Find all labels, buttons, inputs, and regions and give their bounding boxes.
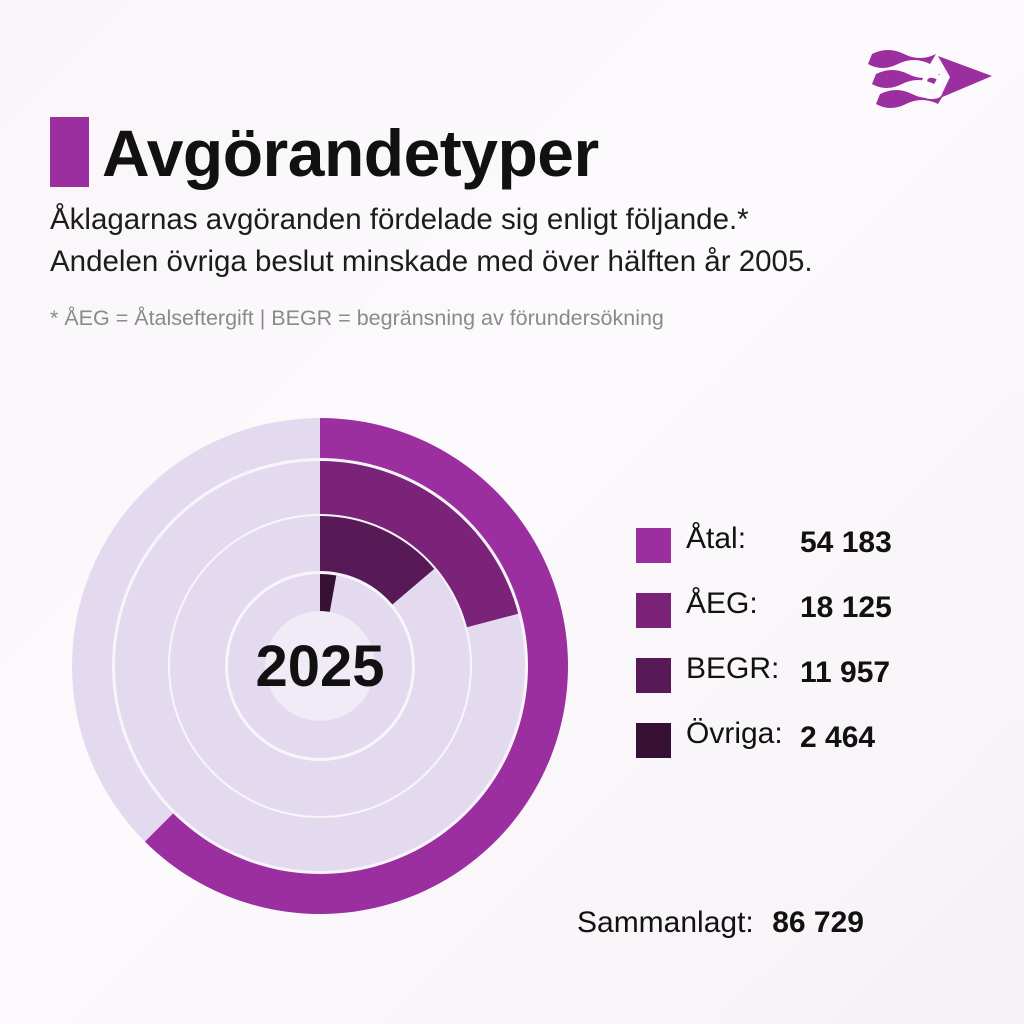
legend-label: ÅEG: <box>686 587 758 620</box>
page-title: Avgörandetyper <box>102 116 599 190</box>
chart-center <box>265 611 375 721</box>
legend-swatch <box>636 593 671 628</box>
legend-swatch <box>636 658 671 693</box>
center-label: 2025 <box>255 634 384 699</box>
subtitle-line-2: Andelen övriga beslut minskade med över … <box>50 245 813 278</box>
legend-value: 2 464 <box>800 721 876 754</box>
legend-item-begr: BEGR: 11 957 <box>636 650 956 715</box>
chart-arc <box>320 574 337 612</box>
legend-label: BEGR: <box>686 652 780 685</box>
legend-swatch <box>636 723 671 758</box>
footnote: * ÅEG = Åtalseftergift | BEGR = begränsn… <box>50 306 664 330</box>
subtitle: Åklagarnas avgöranden fördelade sig enli… <box>50 199 990 283</box>
legend-value: 54 183 <box>800 526 892 559</box>
legend: Åtal: 54 183 ÅEG: 18 125 BEGR: 11 957 Öv… <box>636 520 956 780</box>
svg-text:§: § <box>920 55 944 104</box>
legend-item-aeg: ÅEG: 18 125 <box>636 585 956 650</box>
title-accent-bar <box>50 117 89 187</box>
legend-label: Åtal: <box>686 522 747 555</box>
chart-arc <box>320 516 435 605</box>
chart-arc <box>144 418 569 914</box>
legend-swatch <box>636 528 671 563</box>
legend-item-ovriga: Övriga: 2 464 <box>636 715 956 780</box>
legend-label: Övriga: <box>686 717 783 750</box>
total-value: 86 729 <box>772 906 864 939</box>
chart-arc <box>320 461 519 628</box>
total-label: Sammanlagt: <box>577 906 754 939</box>
total: Sammanlagt: 86 729 <box>577 906 864 940</box>
legend-value: 11 957 <box>800 656 891 689</box>
logo-icon: § <box>868 50 992 108</box>
subtitle-line-1: Åklagarnas avgöranden fördelade sig enli… <box>50 203 749 236</box>
legend-item-atal: Åtal: 54 183 <box>636 520 956 585</box>
legend-value: 18 125 <box>800 591 892 624</box>
